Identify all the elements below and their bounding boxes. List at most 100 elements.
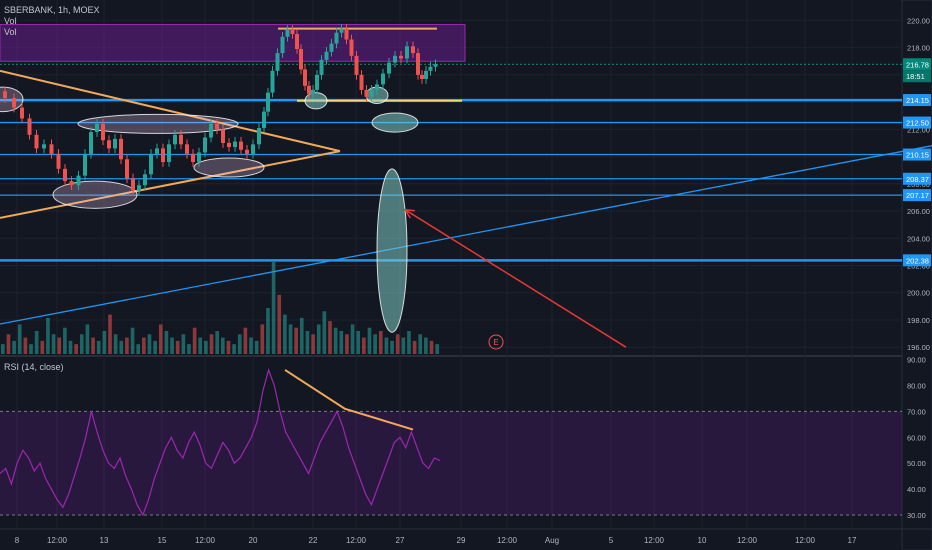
rsi-tick-label: 90.00	[907, 356, 926, 365]
candle-body	[424, 70, 428, 79]
candle-body	[215, 123, 219, 130]
candle-body	[319, 59, 324, 75]
volume-bar	[108, 314, 112, 354]
volume-bar	[17, 324, 22, 354]
rsi-tick-label: 60.00	[907, 433, 926, 442]
candle-body	[125, 159, 129, 179]
volume-bar	[187, 344, 191, 354]
price-tick-label: 200.00	[907, 289, 930, 298]
rsi-divergence-line	[284, 369, 414, 431]
price-label-box	[903, 172, 931, 185]
candle-body	[315, 74, 319, 90]
candle-body	[405, 46, 409, 59]
volume-bar	[339, 331, 344, 354]
candle-body	[69, 181, 74, 186]
time-tick-label: 13	[100, 536, 109, 545]
volume-bar	[390, 340, 394, 354]
rsi-band	[0, 411, 902, 516]
price-tick-label: 212.00	[907, 125, 930, 134]
price-label-box	[903, 70, 931, 83]
candle-body	[239, 141, 243, 150]
price-label: 208.37	[906, 175, 929, 184]
candle-body	[137, 185, 141, 191]
volume-bar	[215, 331, 219, 354]
price-label-box	[903, 58, 931, 71]
price-tick-label: 196.00	[907, 343, 930, 352]
time-tick-label: 12:00	[737, 536, 758, 545]
price-label: 210.15	[906, 151, 929, 160]
volume-bar	[271, 262, 276, 354]
volume-bar	[142, 337, 146, 354]
volume-bar	[384, 337, 389, 354]
volume-bar	[435, 344, 439, 354]
price-tick-label: 218.00	[907, 44, 930, 53]
volume-bar	[23, 337, 28, 354]
time-tick-label: 29	[457, 536, 466, 545]
volume-bar	[226, 340, 231, 354]
time-tick-label: 12:00	[195, 536, 216, 545]
triangle-upper	[0, 69, 341, 153]
volume-bar	[277, 294, 282, 354]
volume-bar	[181, 334, 186, 354]
candle-body	[63, 168, 67, 182]
rsi-tick-label: 30.00	[907, 511, 926, 520]
volume-bar	[221, 337, 225, 354]
candle-body	[20, 107, 24, 119]
candle-body	[95, 123, 99, 133]
candle-body	[161, 148, 165, 163]
candle-body	[27, 118, 32, 135]
candle-body	[245, 149, 249, 154]
volume-bar	[6, 334, 11, 354]
volume-bar	[57, 337, 62, 354]
volume-label-2: Vol	[4, 27, 17, 37]
volume-bar	[328, 321, 332, 354]
candle-body	[324, 51, 329, 60]
volume-bar	[373, 334, 377, 354]
volume-bar	[113, 334, 118, 354]
candle-body	[149, 153, 153, 175]
candle-body	[173, 134, 177, 145]
symbol-label[interactable]: SBERBANK, 1h, MOEX	[4, 5, 100, 15]
rsi-tick-label: 50.00	[907, 459, 926, 468]
time-tick-label: 15	[158, 536, 167, 545]
volume-bar	[119, 340, 124, 354]
candle-body	[227, 142, 231, 148]
candle-body	[280, 36, 285, 54]
ellipse-212	[371, 112, 419, 133]
volume-bar	[46, 317, 50, 354]
candle-body	[369, 89, 374, 97]
candle-body	[334, 32, 339, 44]
down-arrow	[404, 209, 627, 348]
candle-body	[221, 129, 225, 143]
volume-bar	[63, 327, 67, 354]
time-tick-label: 12:00	[47, 536, 68, 545]
volume-bar	[91, 337, 95, 354]
long-support	[0, 145, 932, 325]
candle-body	[433, 64, 438, 67]
volume-bar	[407, 331, 411, 354]
time-tick-label: 12:00	[497, 536, 518, 545]
price-label-box	[903, 116, 931, 129]
rsi-label[interactable]: RSI (14, close)	[4, 362, 64, 372]
volume-bar	[164, 331, 169, 354]
volume-bar	[237, 334, 242, 354]
price-axis	[901, 0, 932, 550]
volume-bar	[1, 344, 5, 354]
candle-body	[307, 85, 311, 94]
volume-bar	[395, 334, 400, 354]
time-tick-label: Aug	[545, 536, 559, 545]
candle-body	[275, 53, 280, 71]
volume-bar	[243, 327, 248, 354]
candle-body	[257, 127, 261, 145]
volume-bar	[136, 344, 141, 354]
volume-bar	[34, 331, 39, 354]
volume-bar	[204, 340, 208, 354]
volume-bar	[294, 327, 298, 354]
ellipse-low-2	[193, 157, 265, 178]
candle-body	[113, 138, 117, 149]
volume-bar	[232, 344, 236, 354]
candle-body	[364, 89, 369, 97]
volume-bar	[424, 337, 428, 354]
